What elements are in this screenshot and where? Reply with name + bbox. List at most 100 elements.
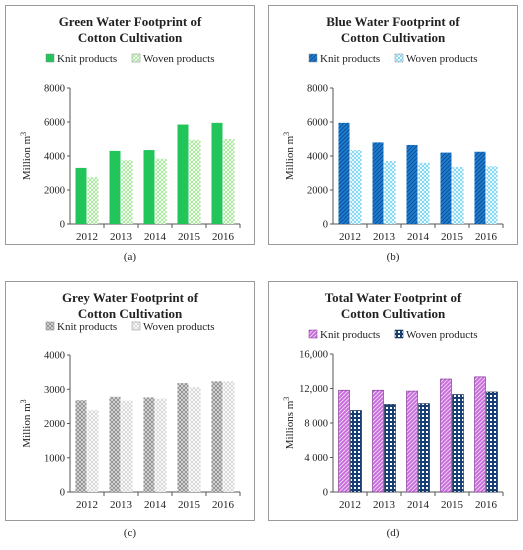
y-axis-label: Million m3 <box>19 132 33 180</box>
bar-knit-2015 <box>440 152 452 224</box>
legend-label-1: Woven products <box>143 321 215 333</box>
y-tick-label: 2000 <box>44 186 65 197</box>
bar-knit-2016 <box>211 122 223 224</box>
legend-swatch-1 <box>131 53 141 63</box>
x-tick-label: 2015 <box>178 499 201 511</box>
x-tick-label: 2013 <box>110 499 133 511</box>
chart-title-line-1: Cotton Cultivation <box>341 30 446 45</box>
legend-swatch-0 <box>45 53 55 63</box>
y-tick-label: 0 <box>323 220 328 231</box>
bar-woven-2014 <box>418 162 430 224</box>
bar-woven-2013 <box>384 404 396 493</box>
bar-woven-2016 <box>486 391 498 493</box>
bar-woven-2015 <box>189 139 201 224</box>
y-tick-label: 0 <box>323 488 328 499</box>
legend-label-0: Knit products <box>57 321 117 333</box>
bar-knit-2016 <box>474 151 486 224</box>
y-tick-label: 12,000 <box>299 384 328 395</box>
y-tick-label: 4000 <box>44 152 65 163</box>
bar-knit-2015 <box>177 124 189 224</box>
chart-title-line-0: Green Water Footprint of <box>59 14 202 29</box>
y-tick-label: 2000 <box>307 186 328 197</box>
legend-swatch-0 <box>308 329 318 339</box>
y-tick-label: 6000 <box>307 118 328 129</box>
legend-swatch-1 <box>131 321 141 331</box>
bar-woven-2012 <box>87 177 99 224</box>
bar-knit-2013 <box>372 142 384 224</box>
y-tick-label: 4000 <box>44 351 65 362</box>
caption-a: (a) <box>123 251 137 263</box>
bar-woven-2015 <box>452 167 464 224</box>
y-tick-label: 6000 <box>44 118 65 129</box>
bar-woven-2016 <box>223 381 235 492</box>
legend-label-1: Woven products <box>143 53 215 65</box>
y-axis-label: Million m3 <box>19 399 33 447</box>
legend-label-0: Knit products <box>320 53 380 65</box>
y-tick-label: 2000 <box>44 419 65 430</box>
y-tick-label: 8 000 <box>304 419 328 430</box>
x-tick-label: 2014 <box>407 499 430 511</box>
y-tick-label: 4 000 <box>304 453 328 464</box>
bar-knit-2014 <box>143 397 155 492</box>
x-tick-label: 2016 <box>212 231 235 243</box>
chart-title-line-1: Cotton Cultivation <box>341 306 446 321</box>
caption-d: (d) <box>386 527 400 539</box>
bar-woven-2014 <box>155 158 167 224</box>
bar-woven-2015 <box>189 387 201 492</box>
y-tick-label: 16,000 <box>299 350 328 361</box>
legend-swatch-0 <box>308 53 318 63</box>
y-tick-label: 0 <box>60 220 65 231</box>
bar-knit-2012 <box>338 122 350 224</box>
legend-label-0: Knit products <box>57 53 117 65</box>
bar-knit-2014 <box>143 150 155 224</box>
bar-knit-2014 <box>406 144 418 224</box>
bar-knit-2012 <box>338 389 350 493</box>
y-tick-label: 3000 <box>44 385 65 396</box>
x-tick-label: 2013 <box>373 499 396 511</box>
bar-knit-2013 <box>109 150 121 224</box>
legend-swatch-1 <box>394 329 404 339</box>
legend-swatch-0 <box>45 321 55 331</box>
bar-knit-2015 <box>440 378 452 493</box>
bar-knit-2014 <box>406 390 418 493</box>
x-tick-label: 2012 <box>76 231 98 243</box>
bar-knit-2016 <box>474 376 486 493</box>
x-tick-label: 2015 <box>441 499 464 511</box>
x-tick-label: 2012 <box>339 231 361 243</box>
x-tick-label: 2014 <box>407 231 430 243</box>
chart-panel-b: Blue Water Footprint of Cotton Cultivatio… <box>268 5 518 245</box>
legend-label-1: Woven products <box>406 53 478 65</box>
bar-woven-2014 <box>155 398 167 492</box>
legend-swatch-1 <box>394 53 404 63</box>
chart-title-line-0: Blue Water Footprint of <box>326 14 460 29</box>
x-tick-label: 2014 <box>144 499 167 511</box>
bar-woven-2012 <box>350 150 362 224</box>
chart-panel-d: Total Water Footprint of Cotton Cultivati… <box>268 281 518 521</box>
chart-title-line-0: Total Water Footprint of <box>325 290 462 305</box>
bar-woven-2013 <box>121 160 133 224</box>
y-axis-label: Million m3 <box>282 132 296 180</box>
bar-woven-2016 <box>223 139 235 224</box>
x-tick-label: 2013 <box>110 231 133 243</box>
bar-woven-2016 <box>486 166 498 224</box>
x-tick-label: 2015 <box>441 231 464 243</box>
chart-panel-a: Green Water Footprint of Cotton Cultivati… <box>5 5 255 245</box>
x-tick-label: 2014 <box>144 231 167 243</box>
caption-b: (b) <box>386 251 400 263</box>
y-axis-label: Millions m3 <box>282 397 296 450</box>
x-tick-label: 2012 <box>76 499 98 511</box>
bar-woven-2013 <box>121 400 133 492</box>
legend-label-1: Woven products <box>406 329 478 341</box>
chart-title-line-1: Cotton Cultivation <box>78 30 183 45</box>
legend-label-0: Knit products <box>320 329 380 341</box>
bar-woven-2013 <box>384 161 396 224</box>
bar-knit-2013 <box>109 396 121 492</box>
bar-knit-2012 <box>75 167 87 224</box>
chart-panel-c: Grey Water Footprint of Cotton Cultivatio… <box>5 281 255 521</box>
bar-knit-2015 <box>177 383 189 492</box>
y-tick-label: 8000 <box>44 84 65 95</box>
bar-woven-2014 <box>418 403 430 493</box>
